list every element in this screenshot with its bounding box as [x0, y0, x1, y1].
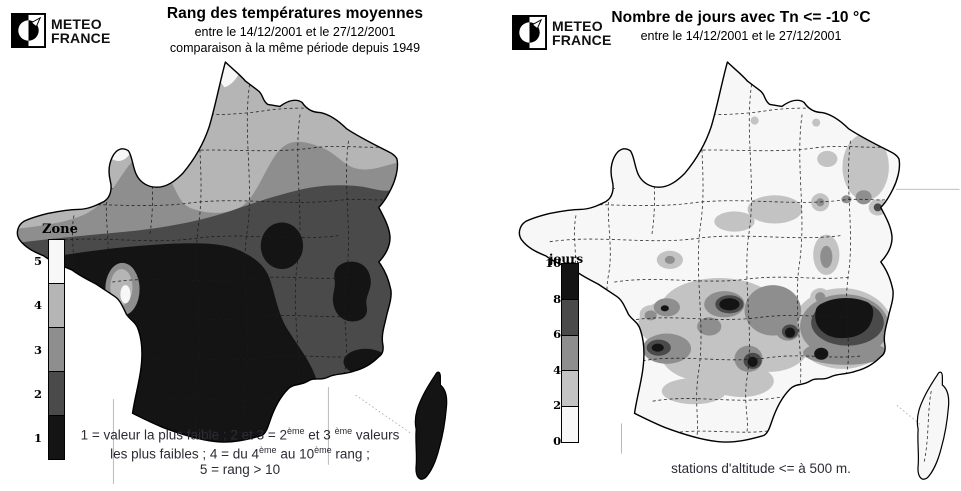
zone-swatch-2 [49, 371, 64, 415]
panel-temperature-rank: METEO FRANCE Rang des températures moyen… [0, 0, 480, 491]
zone-label-5: 5 [33, 254, 42, 269]
meteo-france-logo: METEO FRANCE [512, 15, 612, 50]
left-caption-line3: 5 = rang > 10 [199, 462, 281, 477]
france-map-frost-days [518, 61, 960, 480]
meteo-france-logo-text: METEO FRANCE [552, 19, 612, 47]
right-map-subtitle-dates: entre le 14/12/2001 et le 27/12/2001 [640, 29, 842, 43]
left-map-subtitle-dates: entre le 14/12/2001 et le 27/12/2001 [194, 25, 396, 39]
meteo-france-logo-icon [11, 13, 46, 48]
jours-tick-6: 6 [553, 327, 562, 342]
right-title-block: Nombre de jours avec Tn <= -10 °C entre … [581, 9, 901, 43]
jours-legend-title: jours [549, 252, 584, 266]
right-map-title: Nombre de jours avec Tn <= -10 °C [611, 9, 871, 26]
zone-swatch-1 [49, 415, 64, 459]
zone-legend-title: Zone [42, 222, 78, 237]
france-map-temperature-rank [16, 61, 448, 484]
logo-line1: METEO [51, 15, 102, 32]
left-title-block: Rang des températures moyennes entre le … [118, 5, 472, 55]
meteo-france-logo-icon [512, 15, 547, 50]
jours-legend: jours 10 8 6 4 2 0 [531, 252, 584, 447]
jours-swatch-0-2 [562, 406, 578, 442]
jours-swatch-6-8 [562, 298, 578, 335]
jours-tick-8: 8 [553, 291, 562, 306]
right-caption: stations d'altitude <= à 500 m. [671, 461, 851, 476]
jours-tick-10: 10 [545, 256, 562, 270]
zone-label-3: 3 [33, 342, 42, 357]
zone-legend: Zone 5 4 3 2 1 [26, 222, 78, 460]
jours-legend-colorbar [561, 263, 579, 443]
logo-line1: METEO [552, 17, 603, 34]
left-caption: 1 = valeur la plus faible ; 2 et 3 = 2èm… [10, 424, 470, 478]
left-map-subtitle-comparison: comparaison à la même période depuis 194… [169, 41, 421, 55]
zone-swatch-3 [49, 327, 64, 371]
meteo-france-logo: METEO FRANCE [11, 13, 111, 48]
zone-legend-colorbar [48, 239, 65, 460]
jours-swatch-4-6 [562, 334, 578, 371]
zone-legend-labels: 5 4 3 2 1 [26, 239, 48, 460]
left-map-title: Rang des températures moyennes [166, 5, 424, 22]
logo-line2: FRANCE [51, 29, 111, 46]
meteo-france-logo-text: METEO FRANCE [51, 17, 111, 45]
logo-line2: FRANCE [552, 31, 612, 48]
jours-swatch-2-4 [562, 370, 578, 407]
jours-swatch-8-10 [562, 264, 578, 299]
panel-frost-days: METEO FRANCE Nombre de jours avec Tn <= … [481, 0, 961, 491]
left-caption-line1: 1 = valeur la plus faible ; 2 et 3 = 2èm… [80, 426, 400, 443]
jours-tick-2: 2 [553, 398, 562, 413]
zone-label-2: 2 [33, 386, 42, 401]
jours-tick-0: 0 [553, 434, 562, 448]
zone-swatch-5 [49, 240, 64, 283]
jours-tick-4: 4 [553, 362, 562, 377]
left-caption-line2: les plus faibles ; 4 = du 4ème au 10ème … [110, 445, 370, 462]
zone-label-1: 1 [33, 430, 42, 445]
zone-label-4: 4 [33, 298, 42, 313]
zone-swatch-4 [49, 283, 64, 327]
